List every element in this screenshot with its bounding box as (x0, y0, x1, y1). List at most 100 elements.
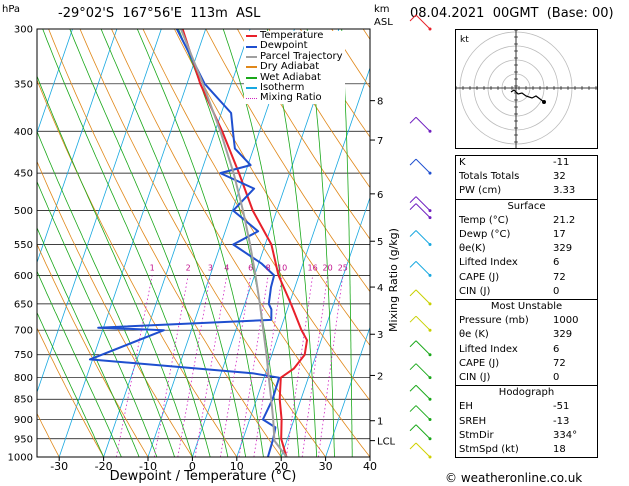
wind-barb-dot (428, 437, 432, 441)
index-row: Pressure (mb) 1000 (456, 314, 597, 328)
index-row: PW (cm) 3.33 (456, 184, 597, 198)
index-label: Dewp (°C) (459, 229, 511, 241)
wind-barb-flag (409, 196, 417, 203)
km-tick-label: 4 (377, 283, 383, 294)
pressure-tick-label: 300 (14, 25, 33, 36)
index-label: K (459, 157, 466, 168)
x-tick-label: 30 (319, 460, 333, 473)
wet-adiabat-line (266, 29, 318, 457)
x-tick-label: -30 (50, 460, 68, 473)
pressure-tick-label: 750 (14, 350, 33, 361)
index-value: 0 (553, 285, 560, 297)
pressure-tick-label: 500 (14, 206, 33, 217)
dry-adiabat-line (268, 29, 370, 189)
index-label: CIN (J) (459, 372, 491, 384)
index-label: Totals Totals (459, 171, 520, 183)
index-row: StmSpd (kt) 18 (456, 443, 597, 457)
wind-barb (415, 405, 431, 420)
index-value: 329 (553, 329, 573, 341)
index-label: SREH (459, 415, 487, 427)
pressure-tick-label: 850 (14, 395, 33, 406)
km-tick-label: LCL (377, 437, 396, 448)
index-row: θe(K) 329 (456, 242, 597, 256)
km-tick-label: 3 (377, 330, 383, 341)
mixing-ratio-tick-label: 16 (308, 263, 318, 272)
index-value: 18 (553, 444, 566, 456)
wind-barb-flag (409, 315, 417, 323)
wind-barb (415, 158, 431, 174)
dry-adiabat-line (37, 243, 149, 457)
wet-adiabat-line (341, 29, 353, 457)
index-value: -11 (553, 157, 570, 168)
index-value: 6 (553, 257, 560, 269)
legend-item: Dry Adiabat (246, 61, 343, 73)
index-label: CAPE (J) (459, 271, 500, 283)
pressure-tick-label: 700 (14, 326, 33, 337)
legend-swatch (246, 87, 257, 90)
mixing-ratio-line (318, 275, 344, 457)
index-value: 6 (553, 343, 560, 355)
wind-barb-flag (409, 363, 417, 371)
x-tick-label: -20 (95, 460, 113, 473)
mixing-ratio-tick-label: 3 (208, 263, 213, 272)
pressure-tick-label: 400 (14, 127, 33, 138)
index-value: -13 (553, 415, 570, 427)
index-row: Temp (°C) 21.2 (456, 214, 597, 228)
mixing-ratio-tick-label: 6 (248, 263, 253, 272)
temperature-profile-line (181, 29, 308, 457)
index-label: Lifted Index (459, 257, 518, 269)
wind-barb-flag (409, 203, 417, 210)
isotherm-line (37, 29, 162, 394)
dry-adiabat-line (615, 29, 629, 457)
index-value: -51 (553, 401, 570, 413)
wet-adiabat-line (69, 29, 229, 457)
legend-swatch (246, 56, 257, 59)
section-title: Hodograph (456, 385, 597, 400)
wind-barb-dot (428, 397, 432, 401)
wind-barb-flag (409, 116, 417, 124)
wind-barb (415, 442, 431, 458)
legend-label: Dry Adiabat (260, 61, 320, 73)
wind-barb-dot (428, 376, 432, 380)
wet-adiabat-line (136, 29, 264, 457)
mixing-ratio-tick-label: 10 (277, 263, 287, 272)
isotherm-line (37, 29, 73, 134)
index-row: StmDir 334° (456, 429, 597, 443)
wind-barb-flag (409, 340, 417, 348)
wind-barb (415, 424, 431, 440)
height-unit-label: km (374, 4, 390, 15)
index-row: SREH -13 (456, 415, 597, 429)
index-label: θe(K) (459, 243, 486, 255)
km-tick-label: 1 (377, 417, 383, 428)
legend-swatch (246, 76, 257, 79)
wet-adiabat-line (42, 29, 211, 457)
wind-barb (415, 315, 431, 331)
wet-adiabat-line (37, 75, 193, 457)
index-row: CAPE (J) 72 (456, 271, 597, 285)
index-label: CIN (J) (459, 285, 491, 297)
wet-adiabat-line (37, 130, 175, 457)
wind-barb-dot (428, 171, 432, 175)
index-row: Lifted Index 6 (456, 256, 597, 270)
dry-adiabat-line (37, 160, 193, 457)
hodograph: kt (455, 29, 598, 149)
legend-swatch (246, 66, 257, 69)
legend-label: Temperature (260, 30, 324, 41)
wind-barb (415, 363, 431, 379)
wet-adiabat-line (306, 29, 335, 457)
index-label: CAPE (J) (459, 357, 500, 369)
index-label: PW (cm) (459, 185, 502, 197)
x-tick-label: 10 (230, 460, 244, 473)
mixing-ratio-line (220, 275, 252, 457)
mixing-ratio-tick-label: 2 (186, 263, 191, 272)
x-tick-label: -10 (139, 460, 157, 473)
index-label: EH (459, 401, 473, 413)
index-label: StmSpd (kt) (459, 444, 519, 456)
footer-credit: © weatheronline.co.uk (445, 471, 583, 485)
wet-adiabat-line (37, 311, 104, 457)
index-row: Lifted Index 6 (456, 343, 597, 357)
wet-adiabat-line (37, 270, 122, 457)
dry-adiabat-line (142, 29, 370, 402)
isotherm-line (280, 196, 370, 457)
wind-barb (415, 289, 431, 305)
